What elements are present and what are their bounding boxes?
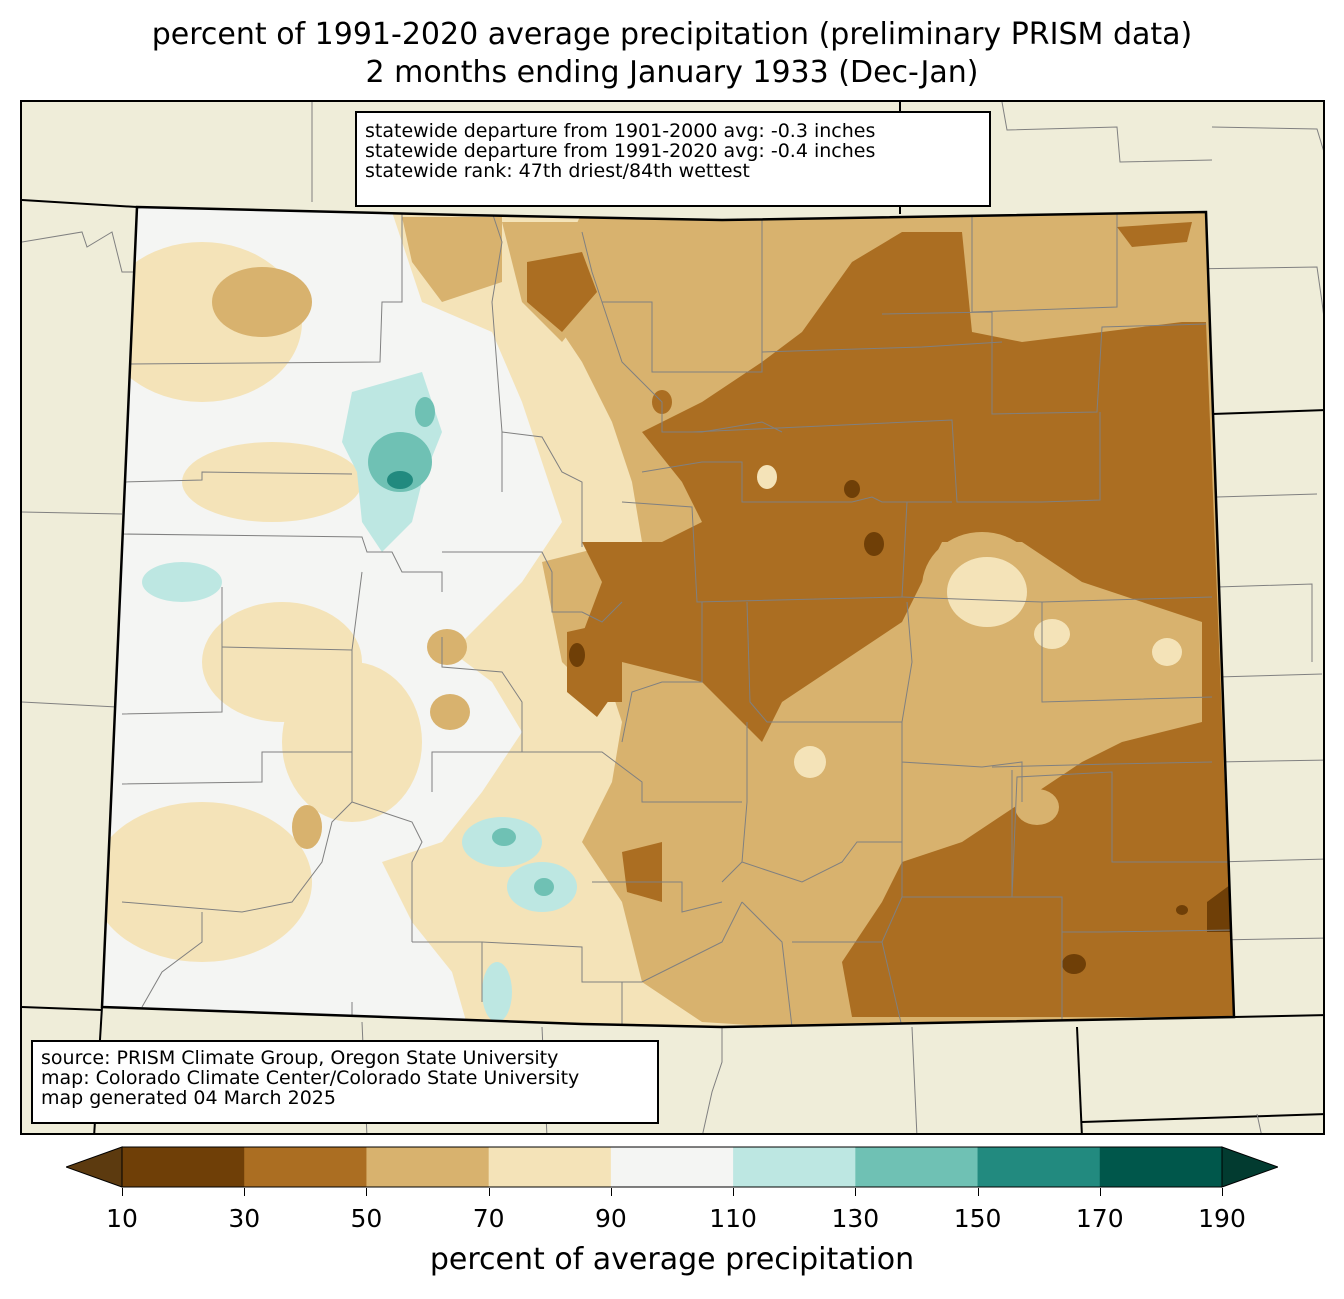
stats-departure-1901-2000: statewide departure from 1901-2000 avg: …	[365, 120, 876, 142]
colorbar-tick-label: 50	[350, 1204, 383, 1233]
colorbar-tick-label: 30	[228, 1204, 261, 1233]
colorbar-tick-mark	[244, 1188, 246, 1196]
source-line: source: PRISM Climate Group, Oregon Stat…	[41, 1047, 559, 1069]
source-credit-box: source: PRISM Climate Group, Oregon Stat…	[31, 1040, 659, 1124]
colorbar	[66, 1146, 1278, 1188]
colorbar-tick-mark	[855, 1188, 857, 1196]
colorado-state-outline	[100, 205, 1236, 1029]
county-lines	[121, 211, 1234, 1027]
map-credit-line: map: Colorado Climate Center/Colorado St…	[41, 1067, 580, 1089]
statewide-stats-box: statewide departure from 1901-2000 avg: …	[355, 111, 991, 207]
colorbar-bin-10-30	[122, 1147, 245, 1187]
precipitation-map	[22, 102, 1323, 1133]
colorbar-outline	[121, 1146, 1223, 1188]
colorbar-tick-label: 10	[106, 1204, 138, 1233]
colorbar-extend-low	[66, 1146, 123, 1188]
colorbar-bin-90-110	[610, 1147, 734, 1187]
colorbar-bin-30-50	[244, 1147, 367, 1187]
colorbar-tick-label: 110	[709, 1204, 757, 1233]
colorbar-bin-130-150	[855, 1147, 979, 1187]
generated-date-line: map generated 04 March 2025	[41, 1087, 336, 1109]
colorbar-bin-170-190	[1099, 1147, 1223, 1187]
colorbar-extend-high	[1221, 1146, 1278, 1188]
colorbar-bin-150-170	[977, 1147, 1101, 1187]
colorbar-tick-mark	[977, 1188, 979, 1196]
colorbar-tick-label: 90	[594, 1204, 627, 1233]
map-title-line2: 2 months ending January 1933 (Dec-Jan)	[365, 55, 979, 90]
colorbar-tick-label: 70	[472, 1204, 505, 1233]
colorbar-tick-mark	[1222, 1188, 1223, 1196]
stats-departure-1991-2020: statewide departure from 1991-2020 avg: …	[365, 140, 876, 162]
colorbar-tick-mark	[366, 1188, 368, 1196]
colorbar-bin-50-70	[366, 1147, 490, 1187]
colorbar-tick-mark	[733, 1188, 735, 1196]
colorbar-tick-label: 170	[1075, 1204, 1124, 1233]
map-panel[interactable]	[20, 100, 1325, 1135]
colorbar-bin-110-130	[733, 1147, 856, 1187]
colorbar-bin-70-90	[488, 1147, 612, 1187]
colorbar-tick-label: 190	[1198, 1204, 1246, 1233]
colorbar-tick-mark	[610, 1188, 612, 1196]
map-title-line1: percent of 1991-2020 average precipitati…	[151, 17, 1193, 52]
stats-rank: statewide rank: 47th driest/84th wettest	[365, 160, 750, 182]
colorbar-tick-label: 130	[831, 1204, 880, 1233]
colorbar-tick-mark	[122, 1188, 123, 1196]
colorbar-tick-label: 150	[953, 1204, 1002, 1233]
colorbar-label: percent of average precipitation	[429, 1242, 915, 1277]
colorbar-tick-mark	[1099, 1188, 1101, 1196]
precipitation-field	[102, 207, 1234, 1027]
colorbar-tick-mark	[488, 1188, 490, 1196]
